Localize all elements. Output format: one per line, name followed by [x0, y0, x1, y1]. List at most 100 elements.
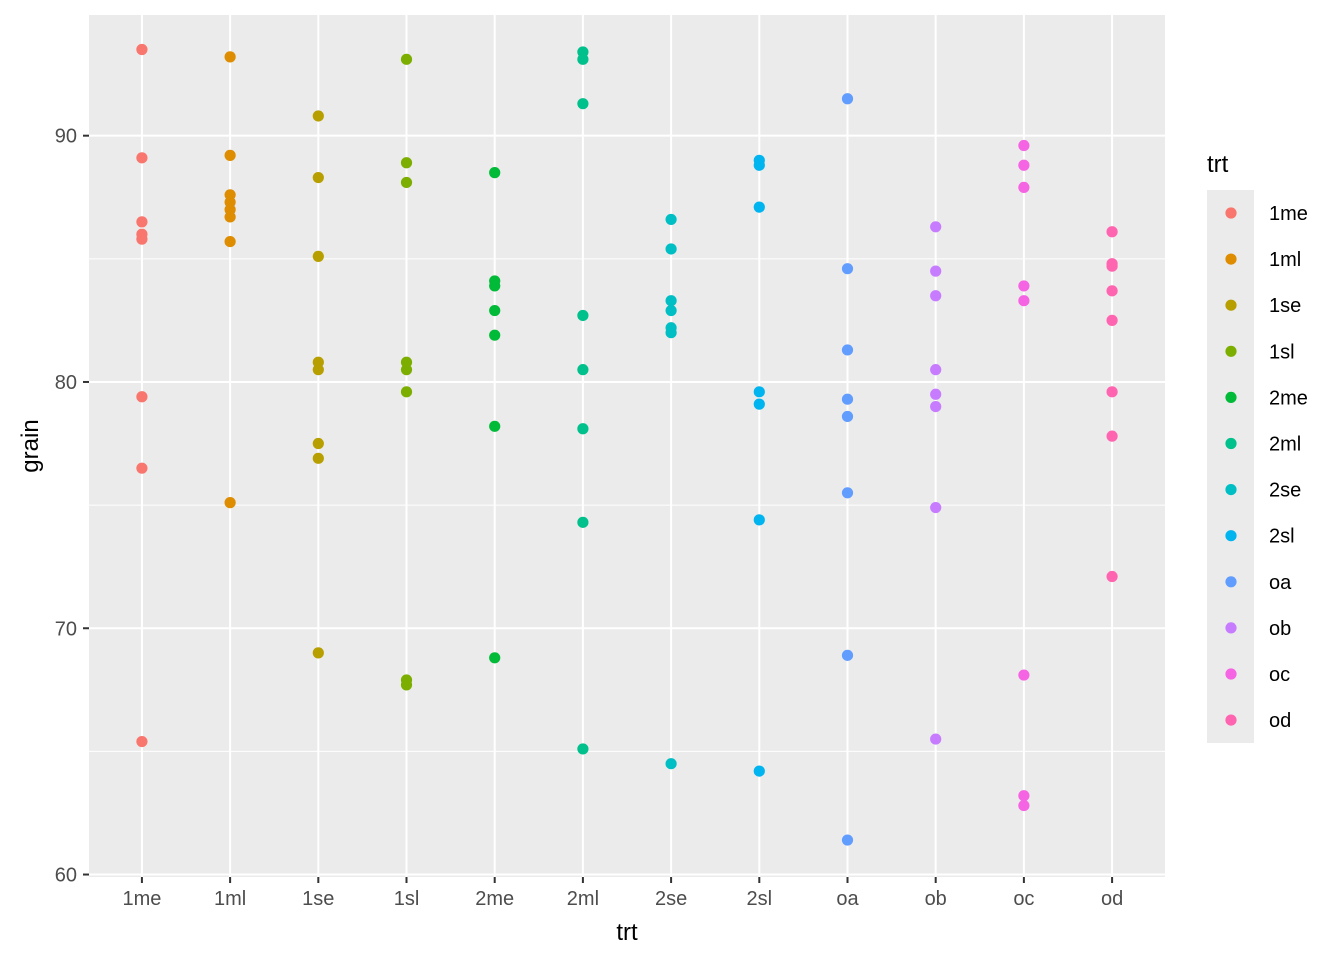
- legend-key-oc: [1225, 668, 1237, 680]
- y-tick-label: 90: [55, 126, 77, 148]
- data-point-od: [1106, 260, 1118, 272]
- data-point-1se: [312, 110, 324, 122]
- data-point-oa: [841, 649, 854, 661]
- legend-label-1se: 1se: [1269, 295, 1301, 317]
- legend-title: trt: [1207, 151, 1229, 178]
- legend-label-2se: 2se: [1269, 480, 1301, 502]
- plot-panel: [89, 15, 1165, 877]
- data-point-oc: [1018, 280, 1030, 292]
- data-point-oa: [841, 93, 854, 105]
- legend-key-1sl: [1225, 345, 1237, 357]
- data-point-2ml: [577, 423, 589, 435]
- data-point-1sl: [400, 386, 413, 398]
- data-point-1se: [312, 647, 324, 659]
- x-tick-label: od: [1101, 888, 1123, 910]
- data-point-2ml: [577, 98, 589, 110]
- data-point-1se: [312, 250, 324, 262]
- x-tick-label: 1sl: [394, 888, 420, 910]
- data-point-2se: [665, 213, 677, 226]
- x-tick-label: oa: [836, 888, 859, 910]
- data-point-1me: [136, 391, 148, 403]
- y-tick-label: 70: [55, 618, 77, 640]
- data-point-1se: [312, 171, 324, 184]
- x-tick-label: 2me: [475, 888, 514, 910]
- data-point-2me: [489, 167, 501, 179]
- legend-key-2se: [1225, 484, 1237, 496]
- data-point-1sl: [400, 157, 413, 169]
- data-points: [136, 43, 1118, 846]
- data-point-2me: [489, 280, 501, 292]
- legend-key-ob: [1225, 622, 1237, 634]
- data-point-2sl: [753, 386, 765, 398]
- data-point-oc: [1018, 669, 1030, 681]
- data-point-2se: [665, 304, 677, 317]
- data-point-od: [1106, 285, 1118, 297]
- legend-label-oc: oc: [1269, 664, 1290, 686]
- data-point-2sl: [753, 201, 765, 213]
- data-point-oc: [1018, 159, 1030, 171]
- data-point-1se: [312, 364, 324, 376]
- data-point-1se: [312, 437, 324, 450]
- data-point-2ml: [577, 743, 589, 755]
- data-point-1ml: [224, 235, 236, 248]
- data-point-oa: [841, 834, 854, 846]
- legend-label-ob: ob: [1269, 618, 1291, 640]
- data-point-2ml: [577, 309, 589, 322]
- data-point-ob: [930, 221, 942, 233]
- data-point-1se: [312, 452, 324, 464]
- legend-key-od: [1225, 714, 1237, 726]
- data-point-ob: [930, 364, 942, 376]
- data-point-1me: [136, 735, 148, 748]
- data-point-2se: [665, 327, 677, 339]
- data-point-2me: [489, 420, 501, 432]
- data-point-oa: [841, 344, 854, 356]
- data-point-1sl: [400, 176, 413, 189]
- x-tick-label: ob: [925, 888, 947, 910]
- x-axis-title: trt: [616, 919, 638, 946]
- data-point-1ml: [224, 149, 236, 161]
- legend-label-2sl: 2sl: [1269, 526, 1295, 548]
- legend-key-1ml: [1225, 253, 1237, 265]
- x-tick-label: 1se: [302, 888, 334, 910]
- minor-gridlines: [89, 258, 1165, 752]
- data-point-od: [1106, 314, 1118, 326]
- x-tick-label: oc: [1013, 888, 1034, 910]
- legend-key-1me: [1225, 207, 1237, 219]
- legend-label-2ml: 2ml: [1269, 434, 1301, 456]
- data-point-oc: [1018, 295, 1030, 307]
- data-point-oa: [841, 393, 854, 405]
- data-point-oc: [1018, 181, 1030, 193]
- legend-key-background: [1207, 190, 1254, 743]
- legend-label-od: od: [1269, 710, 1291, 732]
- data-point-ob: [930, 501, 942, 514]
- legend-label-1sl: 1sl: [1269, 341, 1295, 363]
- x-axis: 1me 1ml 1se 1sl 2me 2ml 2se 2sl oa ob oc od: [122, 877, 1123, 910]
- data-point-od: [1106, 386, 1118, 398]
- data-point-1me: [136, 152, 148, 164]
- x-tick-label: 2sl: [747, 888, 773, 910]
- y-axis: 60 70 80 90: [55, 126, 89, 887]
- data-point-1ml: [224, 51, 236, 63]
- data-point-2sl: [753, 398, 765, 410]
- data-point-2ml: [577, 516, 589, 528]
- data-point-1sl: [400, 364, 413, 376]
- data-point-ob: [930, 400, 942, 413]
- data-point-oa: [841, 487, 854, 499]
- data-point-1sl: [400, 53, 413, 65]
- data-point-oa: [841, 410, 854, 423]
- data-point-2sl: [753, 765, 765, 777]
- data-point-1me: [136, 43, 148, 56]
- data-point-2me: [489, 304, 501, 317]
- data-point-ob: [930, 388, 942, 400]
- legend-label-oa: oa: [1269, 572, 1292, 594]
- data-point-od: [1106, 430, 1118, 442]
- y-tick-label: 80: [55, 372, 77, 394]
- data-point-ob: [930, 733, 942, 745]
- data-point-1sl: [400, 679, 413, 691]
- legend-label-2me: 2me: [1269, 387, 1308, 409]
- data-point-1me: [136, 216, 148, 228]
- legend-label-1me: 1me: [1269, 203, 1308, 225]
- legend: trt 1me 1ml 1se 1sl 2me 2ml 2se 2sl oa ob oc od: [1207, 151, 1308, 743]
- data-point-2ml: [577, 364, 589, 376]
- x-tick-label: 2se: [655, 888, 687, 910]
